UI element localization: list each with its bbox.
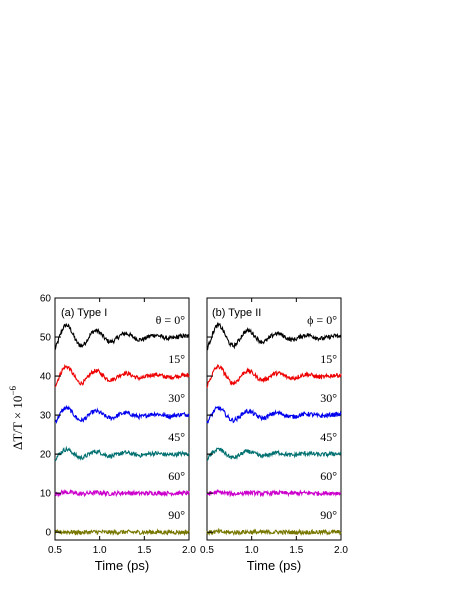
panel-b-x-axis-title: Time (ps): [247, 558, 301, 573]
series-label: θ = 0°: [156, 313, 186, 327]
panel-b-x-ticks: 0.5 1.0 1.5 2.0: [200, 298, 348, 556]
series-line: [54, 445, 190, 462]
series-line: [206, 405, 342, 424]
series-label: 90°: [168, 508, 185, 522]
series-label: 30°: [320, 391, 337, 405]
series-label: 45°: [320, 430, 337, 444]
series-line: [206, 488, 342, 498]
series-line: [54, 528, 190, 536]
y-tick-label: 30: [40, 411, 52, 422]
y-tick-label: 10: [40, 489, 52, 500]
x-tick-label: 2.0: [334, 545, 348, 556]
series-label: 15°: [168, 352, 185, 366]
y-tick-label: 20: [40, 450, 52, 461]
panel-a-x-axis-title: Time (ps): [95, 558, 149, 573]
panel-a-x-ticks: 0.5 1.0 1.5 2.0: [48, 298, 196, 556]
panel-b-frame: [206, 297, 342, 541]
series-label: 90°: [320, 508, 337, 522]
x-tick-label: 0.5: [48, 545, 62, 556]
series-line: [54, 488, 190, 498]
x-tick-label: 0.5: [200, 545, 214, 556]
y-tick-label: 50: [40, 333, 52, 344]
panel-a-frame: [54, 297, 190, 541]
y-tick-label: 60: [40, 294, 52, 305]
x-tick-label: 1.0: [93, 545, 107, 556]
series-line: [206, 527, 342, 536]
panel-a-traces: θ = 0° 15° 30° 45° 60° 90°: [54, 313, 190, 536]
series-line: [206, 321, 342, 351]
series-line: [54, 404, 190, 425]
series-label: ϕ = 0°: [307, 313, 337, 327]
y-tick-label: 40: [40, 372, 52, 383]
panel-a: 0 10 20 30 40 50 60 0.5 1.0 1.5 2.0 θ = 0° 15° 30° 4…: [40, 294, 197, 574]
panel-b: 0.5 1.0 1.5 2.0 ϕ = 0° 15° 30° 45° 60° 90° (b) T…: [200, 297, 348, 573]
y-axis-title: ΔT/T × 10−6: [8, 385, 25, 450]
series-label: 45°: [168, 430, 185, 444]
series-line: [206, 364, 342, 388]
series-label: 60°: [168, 469, 185, 483]
series-line: [54, 322, 190, 350]
series-label: 15°: [320, 352, 337, 366]
x-tick-label: 1.5: [289, 545, 303, 556]
panel-a-label: (a) Type I: [61, 307, 107, 319]
panel-b-label: (b) Type II: [212, 307, 261, 319]
y-tick-label: 0: [45, 528, 51, 539]
x-tick-label: 2.0: [182, 545, 196, 556]
panel-b-traces: ϕ = 0° 15° 30° 45° 60° 90°: [206, 313, 342, 536]
series-line: [206, 447, 342, 461]
series-label: 60°: [320, 469, 337, 483]
series-label: 30°: [168, 391, 185, 405]
x-tick-label: 1.0: [245, 545, 259, 556]
series-line: [54, 363, 190, 388]
x-tick-label: 1.5: [137, 545, 151, 556]
